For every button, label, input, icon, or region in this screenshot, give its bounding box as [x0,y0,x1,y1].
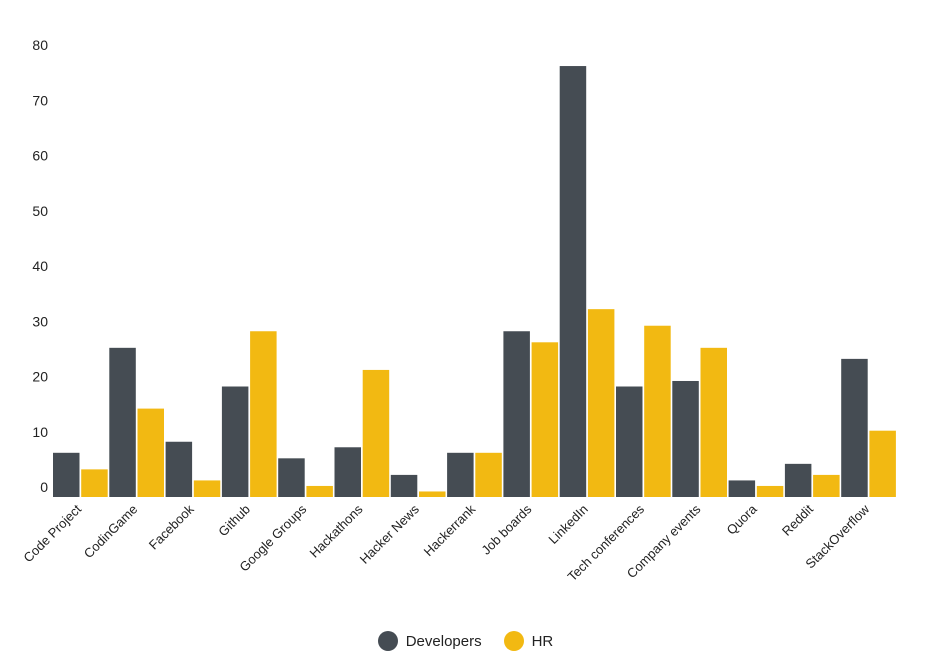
bar-developers-reddit [784,463,812,497]
bar-hr-stackoverflow [869,430,896,497]
bar-hr-linkedin [587,309,615,497]
legend-item-hr[interactable]: HR [503,631,554,651]
bar-hr-tech-conferences [644,325,671,497]
y-tick-label: 10 [32,424,48,440]
x-tick-label: Facebook [146,501,197,552]
bar-developers-tech-conferences [616,386,643,497]
x-tick-label: Github [215,502,253,540]
bar-developers-company-events [672,380,699,497]
x-tick-label: Job boards [478,501,534,557]
legend-item-developers[interactable]: Developers [377,631,482,651]
x-tick-label: Hacker News [357,501,423,567]
y-tick-label: 50 [32,203,48,219]
legend-swatch-hr [503,631,524,651]
legend-label-hr: HR [531,632,554,650]
bar-developers-linkedin [559,66,587,498]
bar-hr-company-events [700,347,727,497]
bar-hr-reddit [813,474,840,497]
y-tick-label: 40 [32,258,48,274]
y-tick-label: 30 [32,313,48,329]
bar-developers-hacker-news [390,474,418,497]
y-tick-label: 0 [40,479,48,495]
y-tick-label: 70 [32,92,48,108]
bar-developers-stackoverflow [841,358,868,497]
x-tick-label: Hackerrank [421,501,479,559]
bar-hr-hackathons [362,369,390,497]
legend-swatch-developers [377,631,398,651]
bar-hr-google-groups [306,485,333,497]
bar-developers-google-groups [278,458,305,497]
bar-developers-quora [728,480,756,497]
bar-hr-hackerrank [475,452,502,497]
x-tick-label: Quora [724,501,761,538]
bar-hr-codingame [137,408,164,497]
y-tick-label: 80 [32,37,48,53]
y-tick-label: 60 [32,148,48,164]
bar-developers-hackathons [334,447,361,497]
bar-developers-codingame [109,347,136,497]
x-tick-label: Hackathons [306,501,366,561]
legend: Developers HR [0,631,931,651]
bar-developers-facebook [165,441,193,497]
bar-developers-github [221,386,249,497]
legend-label-developers: Developers [405,632,482,650]
bar-hr-facebook [193,480,221,497]
x-tick-label: Code Project [20,501,84,565]
bar-hr-quora [756,485,784,497]
x-tick-label: CodinGame [81,502,141,562]
bar-hr-code-project [81,469,108,497]
bar-developers-hackerrank [447,452,474,497]
bar-hr-job-boards [531,342,559,497]
bar-developers-job-boards [503,331,530,497]
bar-hr-github [250,331,277,497]
x-tick-label: Reddit [779,501,816,538]
x-tick-label: LinkedIn [545,502,590,547]
bar-developers-code-project [53,452,80,497]
bar-hr-hacker-news [419,491,446,497]
y-tick-label: 20 [32,369,48,385]
